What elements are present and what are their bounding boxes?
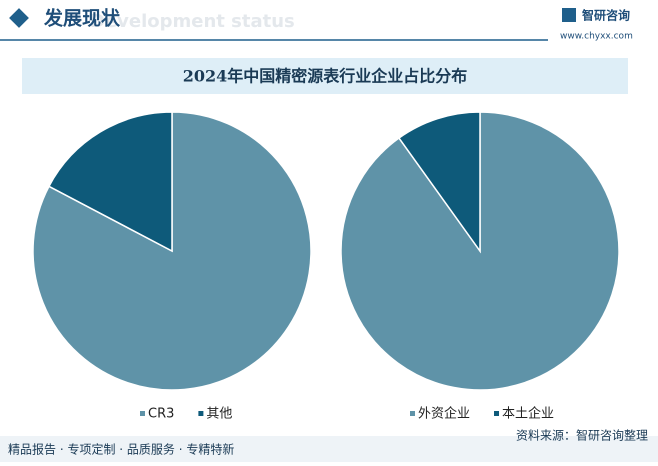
legend-swatch [198, 411, 204, 416]
footer-left: 精品报告 · 专项定制 · 品质服务 · 专精特新 [8, 442, 234, 457]
chart-title: 2024年中国精密源表行业企业占比分布 [183, 67, 468, 86]
header-title: 发展现状 [43, 7, 121, 30]
header-icon [9, 8, 29, 28]
legend-swatch [410, 411, 415, 416]
logo-url: www.chyxx.com [560, 32, 633, 42]
legend-label: 外资企业 [418, 406, 470, 422]
legend-swatch [140, 411, 145, 416]
footer-source: 资料来源：智研咨询整理 [516, 428, 648, 443]
logo-text: 智研咨询 [581, 8, 630, 23]
legend-label: CR3 [148, 407, 174, 422]
pie-slice [32, 111, 312, 391]
header-watermark: Development status [90, 11, 295, 32]
legend-swatch [494, 411, 500, 416]
logo-icon [562, 8, 576, 22]
pie-slice [47, 111, 173, 253]
legend-label: 其他 [206, 407, 232, 422]
pie-slice [397, 111, 481, 254]
charts: CR3 其他 外资企业 本土企业 [32, 111, 620, 422]
title-banner [22, 58, 628, 94]
footer-bar [0, 436, 658, 462]
legend-label: 本土企业 [502, 406, 554, 422]
